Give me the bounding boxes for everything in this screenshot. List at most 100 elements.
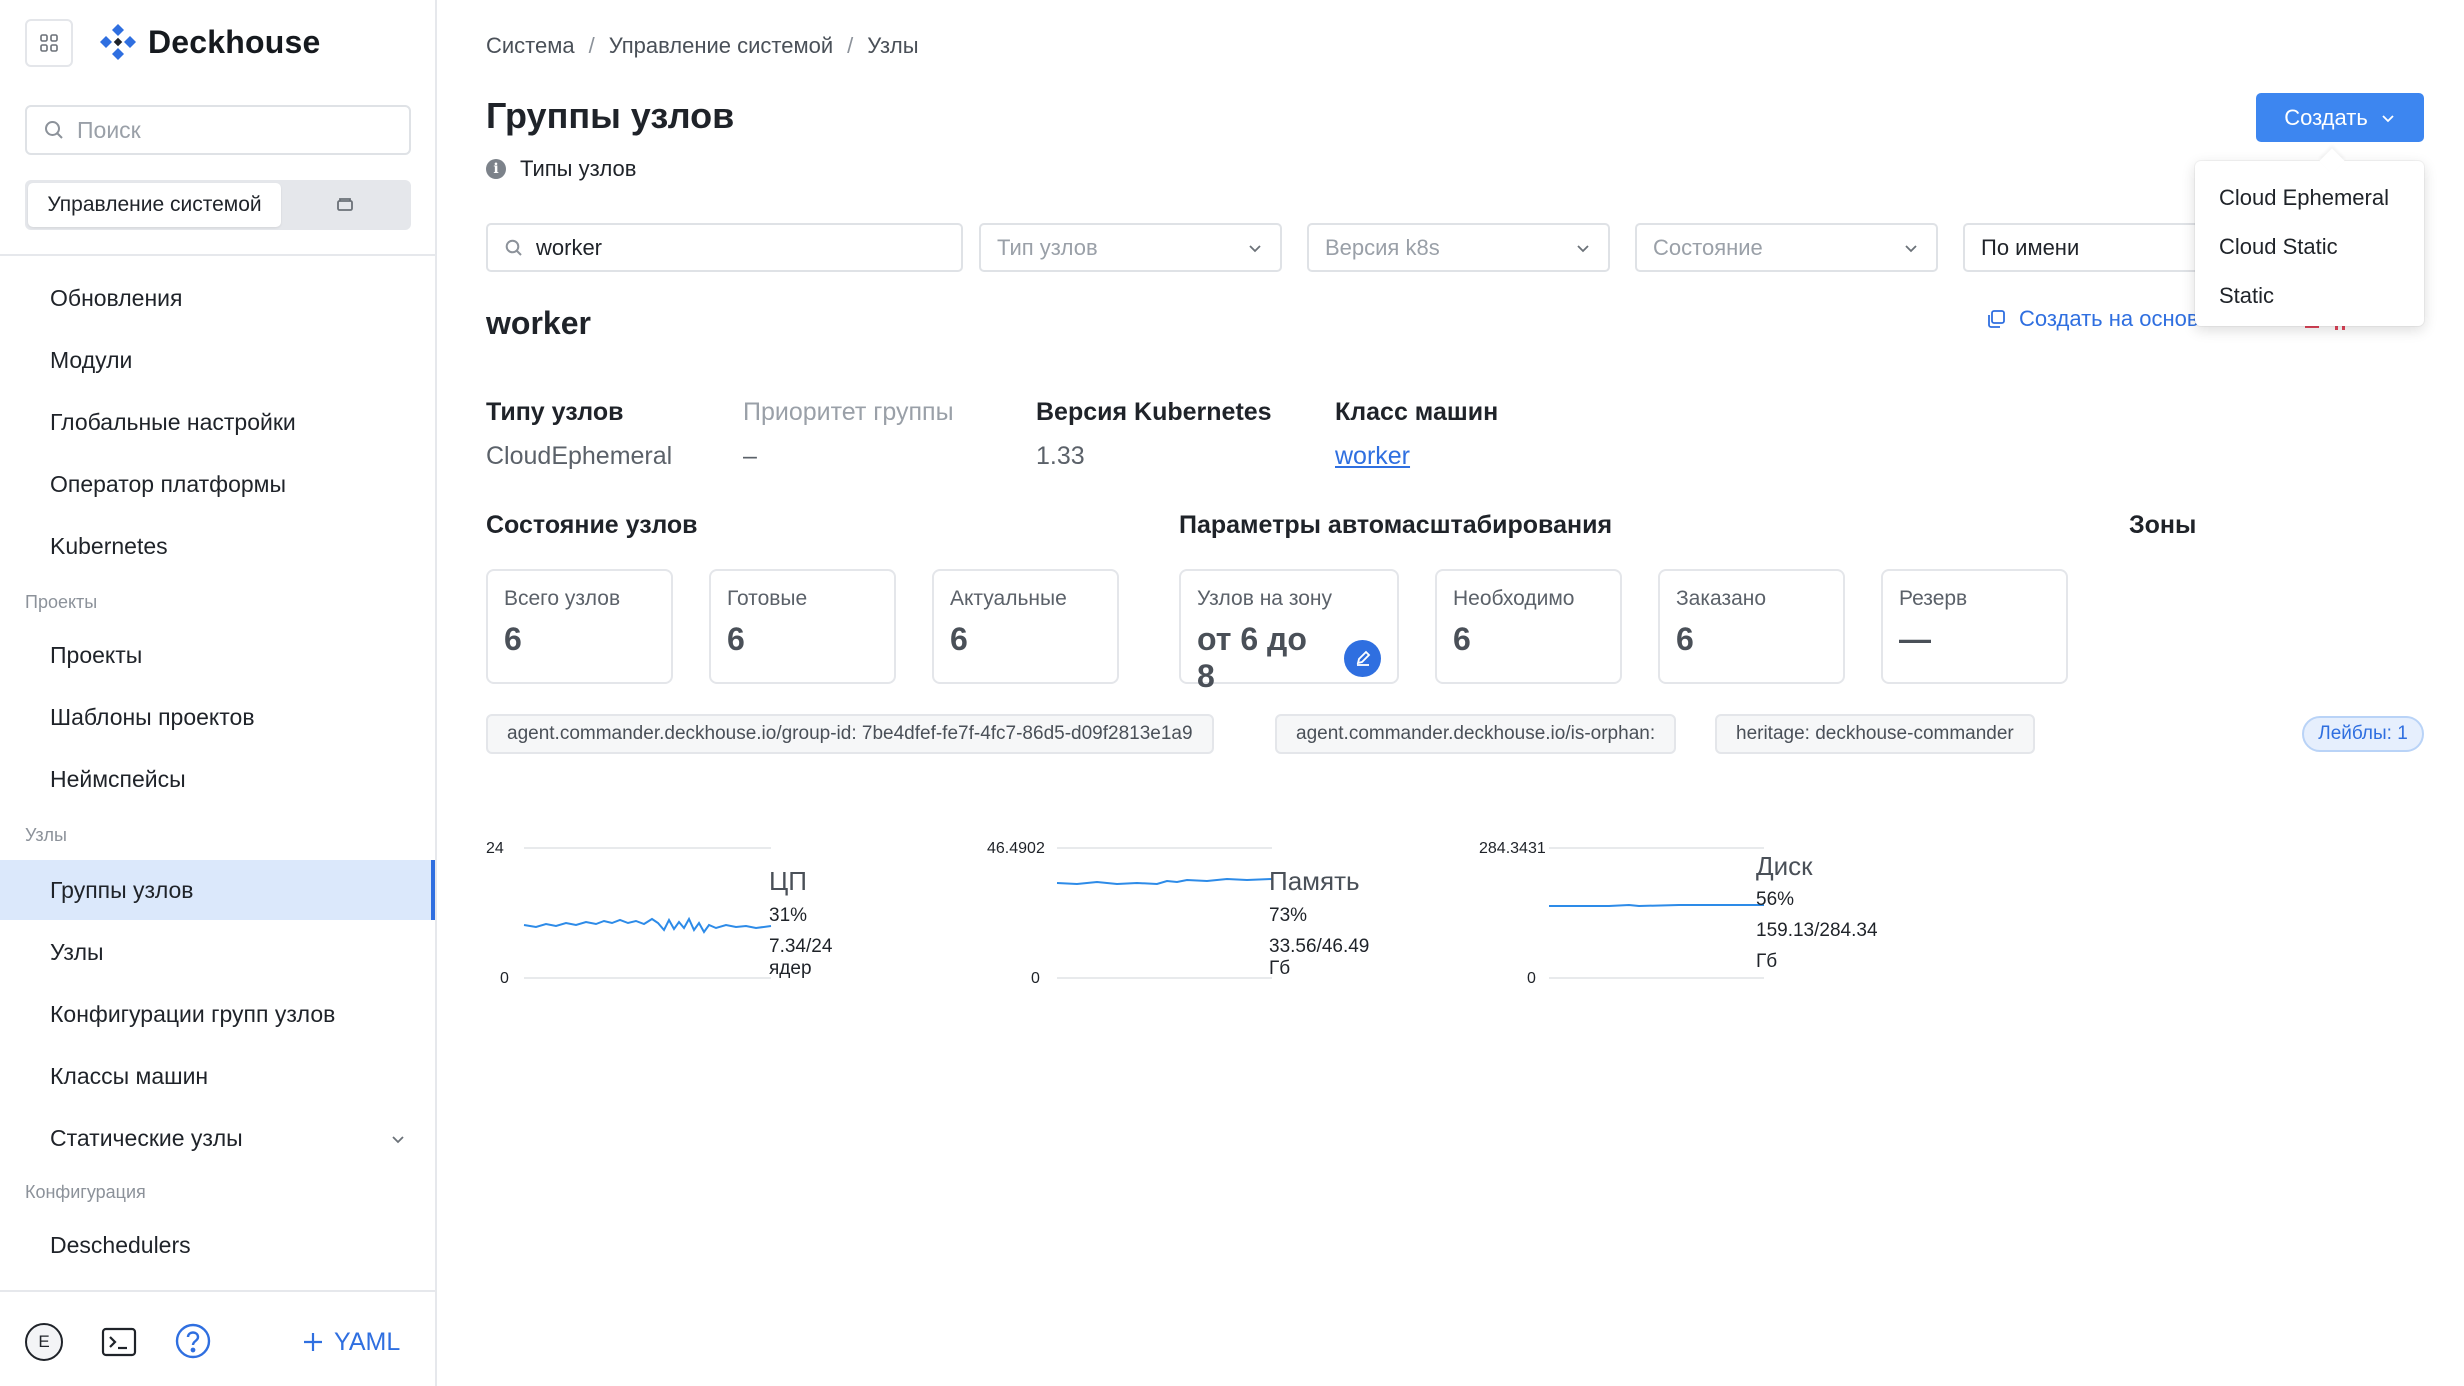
pencil-icon	[1356, 650, 1370, 666]
scope-projects-tab[interactable]	[281, 183, 408, 227]
zones-title: Зоны	[2129, 511, 2197, 539]
stat-total-nodes: Всего узлов 6	[486, 569, 673, 684]
edit-per-zone-button[interactable]	[1344, 639, 1381, 677]
sidebar-item-modules[interactable]: Модули	[50, 346, 133, 373]
stat-label: Необходимо	[1453, 587, 1575, 610]
sort-value: По имени	[1981, 234, 2080, 260]
sidebar-search[interactable]	[25, 105, 411, 155]
state-select[interactable]: Состояние	[1635, 223, 1938, 272]
sidebar-search-input[interactable]	[77, 116, 377, 144]
prop-priority-value: –	[743, 442, 757, 470]
search-filter[interactable]: worker	[486, 223, 963, 272]
menu-item-cloud-static[interactable]: Cloud Static	[2219, 233, 2338, 259]
create-label: Создать	[2284, 104, 2368, 130]
label-tag: heritage: deckhouse-commander	[1715, 714, 2035, 754]
stat-ordered: Заказано 6	[1658, 569, 1845, 684]
sidebar-item-kubernetes[interactable]: Kubernetes	[50, 532, 168, 559]
sidebar-item-global-settings[interactable]: Глобальные настройки	[50, 408, 296, 435]
create-based-on-button[interactable]: Создать на основе	[1985, 306, 2211, 332]
info-icon: i	[486, 159, 506, 179]
delete-icon[interactable]	[2305, 316, 2349, 330]
help-icon[interactable]	[173, 1321, 213, 1361]
create-button[interactable]: Создать	[2256, 93, 2424, 142]
app-name: Deckhouse	[148, 23, 321, 60]
add-yaml-button[interactable]: YAML	[300, 1323, 400, 1361]
disk-ymax: 284.3431	[1479, 840, 1546, 857]
stat-value: 6	[504, 621, 522, 657]
sidebar-item-namespaces[interactable]: Неймспейсы	[50, 765, 186, 792]
plus-icon	[304, 1333, 322, 1351]
disk-detail-unit: Гб	[1756, 951, 1778, 972]
memory-metric: 46.4902 0 Память 73% 33.56/46.49 Гб	[987, 835, 1369, 995]
node-type-select[interactable]: Тип узлов	[979, 223, 1282, 272]
node-types-label: Типы узлов	[520, 156, 637, 181]
breadcrumb-system[interactable]: Система	[486, 33, 575, 58]
stat-ready-nodes: Готовые 6	[709, 569, 896, 684]
page-title: Группы узлов	[486, 95, 735, 136]
sidebar-item-node-group-configurations[interactable]: Конфигурации групп узлов	[50, 1000, 336, 1027]
search-icon	[505, 239, 522, 256]
k8s-version-placeholder: Версия k8s	[1325, 234, 1440, 260]
disk-sparkline: 284.3431 0	[1479, 840, 1764, 987]
machine-class-link[interactable]: worker	[1335, 442, 1411, 470]
chevron-down-icon	[1577, 244, 1589, 252]
prop-node-type: Типу узлов CloudEphemeral	[486, 398, 672, 471]
sidebar-section-nodes: Узлы	[25, 825, 67, 845]
divider	[0, 254, 435, 256]
sidebar-item-platform-operator[interactable]: Оператор платформы	[50, 470, 287, 497]
memory-ymax: 46.4902	[987, 840, 1045, 857]
search-icon	[45, 121, 63, 139]
stat-label: Готовые	[727, 587, 808, 610]
search-filter-value: worker	[536, 234, 603, 260]
memory-sparkline: 46.4902 0	[987, 840, 1273, 987]
stat-value: 6	[727, 621, 745, 657]
sidebar-item-deschedulers[interactable]: Deschedulers	[50, 1231, 191, 1258]
sort-select[interactable]: По имени	[1963, 223, 2203, 272]
prop-k8s-version-label: Версия Kubernetes	[1036, 398, 1272, 426]
app-grid-button[interactable]	[25, 19, 73, 67]
label-tag: agent.commander.deckhouse.io/group-id: 7…	[486, 714, 1214, 754]
node-group-name[interactable]: worker	[486, 305, 591, 341]
stat-required: Необходимо 6	[1435, 569, 1622, 684]
stat-label: Резерв	[1899, 587, 1968, 610]
chevron-down-icon	[1905, 244, 1917, 252]
divider	[0, 1290, 435, 1292]
sidebar-item-static-nodes[interactable]: Статические узлы	[0, 1108, 435, 1168]
user-avatar[interactable]: E	[25, 1323, 63, 1361]
sidebar-section-projects: Проекты	[25, 592, 98, 612]
cpu-percent: 31%	[769, 905, 808, 926]
menu-item-cloud-ephemeral[interactable]: Cloud Ephemeral	[2219, 184, 2389, 210]
prop-priority-label: Приоритет группы	[743, 398, 954, 426]
autoscaling-title: Параметры автомасштабирования	[1179, 511, 1613, 539]
sidebar-item-project-templates[interactable]: Шаблоны проектов	[50, 703, 255, 730]
sidebar-item-machine-classes[interactable]: Классы машин	[50, 1062, 209, 1089]
sidebar-item-node-groups[interactable]: Группы узлов	[0, 860, 435, 920]
breadcrumb-nodes[interactable]: Узлы	[867, 33, 919, 58]
stat-label: Всего узлов	[504, 587, 621, 610]
breadcrumb-system-management[interactable]: Управление системой	[608, 33, 834, 58]
sidebar-item-updates[interactable]: Обновления	[50, 284, 183, 311]
node-types-link[interactable]: i Типы узлов	[486, 156, 636, 182]
memory-percent: 73%	[1269, 905, 1308, 926]
memory-ymin: 0	[1031, 970, 1040, 987]
scope-switcher: Управление системой	[25, 180, 411, 230]
scope-system-tab[interactable]: Управление системой	[28, 183, 281, 227]
add-yaml-label: YAML	[334, 1327, 401, 1356]
stat-value-row: от 6 до 8	[1197, 621, 1381, 695]
label-tag: agent.commander.deckhouse.io/is-orphan:	[1275, 714, 1677, 754]
node-state-title: Состояние узлов	[486, 511, 698, 539]
logo[interactable]: Deckhouse	[98, 22, 321, 62]
prop-node-type-value: CloudEphemeral	[486, 442, 673, 470]
chevron-down-icon	[2382, 114, 2394, 122]
stat-nodes-per-zone: Узлов на зону от 6 до 8	[1179, 569, 1399, 694]
sidebar-item-label: Статические узлы	[50, 1124, 243, 1151]
labels-count-badge[interactable]: Лейблы: 1	[2302, 716, 2424, 752]
disk-metric: 284.3431 0 Диск 56% 159.13/284.34 Гб	[1479, 835, 1878, 995]
menu-item-static[interactable]: Static	[2219, 282, 2275, 308]
terminal-icon[interactable]	[100, 1323, 138, 1361]
sidebar-item-nodes[interactable]: Узлы	[50, 938, 104, 965]
sidebar-item-projects[interactable]: Проекты	[50, 641, 143, 668]
k8s-version-select[interactable]: Версия k8s	[1307, 223, 1610, 272]
dropdown-arrow	[2319, 148, 2345, 174]
stat-value: —	[1899, 621, 1931, 657]
